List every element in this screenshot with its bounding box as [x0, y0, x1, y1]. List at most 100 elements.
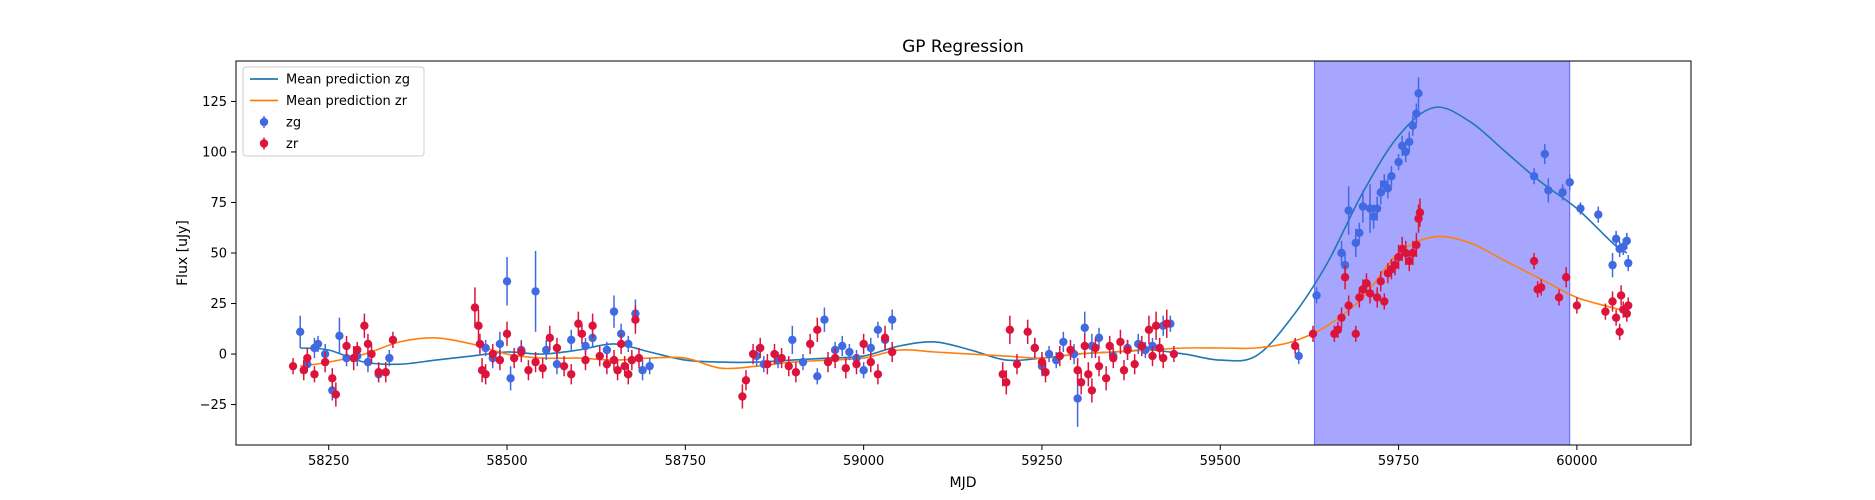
data-points-layer — [288, 77, 1633, 427]
data-point-zg — [1059, 337, 1068, 347]
data-point-zg — [838, 341, 847, 351]
data-point-zr — [363, 339, 373, 349]
legend-label: Mean prediction zr — [286, 94, 408, 109]
data-point-zg — [313, 339, 323, 349]
legend-marker-swatch — [259, 117, 269, 127]
data-point-zr — [1601, 307, 1610, 316]
data-point-zg — [820, 315, 829, 324]
data-point-zg — [1576, 204, 1585, 213]
data-point-zr — [310, 370, 319, 379]
x-tick-label: 59250 — [1021, 454, 1062, 469]
data-point-zr — [502, 329, 512, 339]
data-point-zg — [552, 359, 562, 369]
data-point-zr — [481, 370, 490, 379]
data-point-zr — [524, 366, 533, 375]
data-point-zg — [866, 343, 875, 353]
data-point-zg — [1094, 333, 1104, 343]
data-point-zr — [791, 368, 801, 377]
x-axis-label: MJD — [950, 475, 977, 491]
data-point-zg — [1355, 228, 1364, 237]
data-point-zr — [474, 321, 483, 330]
data-point-zg — [567, 335, 576, 345]
y-tick-label: −25 — [200, 398, 227, 413]
data-point-zr — [770, 349, 779, 359]
data-point-zr — [1155, 343, 1164, 353]
data-point-zg — [542, 345, 551, 355]
data-point-zg — [363, 357, 373, 367]
data-point-zg — [495, 339, 505, 349]
data-point-zr — [531, 357, 540, 367]
data-point-zr — [1005, 325, 1015, 334]
data-point-zr — [595, 351, 604, 361]
x-axis: 58250 58500 58750 59000 59250 59500 59750 60000 — [308, 445, 1598, 469]
data-point-zr — [1012, 359, 1022, 369]
data-point-zr — [1355, 293, 1364, 302]
y-tick-label: 50 — [210, 247, 227, 262]
data-point-zr — [1002, 378, 1011, 387]
data-point-zr — [360, 321, 369, 330]
legend-marker-swatch — [259, 139, 269, 148]
data-point-zr — [1362, 279, 1371, 288]
data-point-zr — [738, 392, 747, 401]
data-point-zr — [1344, 301, 1353, 310]
data-point-zg — [1312, 291, 1321, 300]
data-point-zg — [1544, 186, 1553, 195]
data-point-zr — [841, 364, 851, 373]
legend-label: zr — [286, 137, 299, 152]
data-point-zr — [830, 353, 840, 363]
data-point-zr — [1023, 327, 1032, 337]
data-point-zg — [1394, 157, 1403, 167]
data-point-zr — [1109, 353, 1118, 363]
data-point-zr — [342, 341, 351, 351]
data-point-zr — [859, 339, 868, 349]
data-point-zg — [295, 327, 305, 337]
data-point-zr — [1091, 343, 1100, 353]
data-point-zr — [1162, 319, 1171, 328]
data-point-zg — [1414, 89, 1423, 98]
data-point-zr — [574, 319, 583, 328]
data-point-zg — [502, 277, 512, 286]
data-point-zr — [1037, 357, 1047, 367]
data-point-zg — [335, 331, 344, 341]
data-point-zr — [1365, 289, 1375, 298]
data-point-zr — [1380, 297, 1389, 306]
chart-title: GP Regression — [902, 37, 1024, 57]
y-tick-label: 75 — [210, 196, 227, 211]
y-tick-label: 100 — [202, 145, 227, 160]
data-point-zr — [331, 390, 341, 399]
x-tick-label: 59000 — [843, 454, 884, 469]
y-axis: −25 0 25 50 75 100 125 — [200, 95, 236, 413]
data-point-zr — [1572, 301, 1582, 310]
data-point-zr — [624, 370, 633, 379]
data-point-zg — [1619, 242, 1628, 252]
data-point-zg — [798, 357, 808, 367]
data-point-zg — [1044, 349, 1054, 359]
data-point-zr — [577, 329, 587, 339]
data-point-zr — [538, 364, 547, 373]
y-tick-label: 125 — [202, 95, 227, 110]
data-point-zr — [748, 349, 758, 359]
data-point-zr — [1351, 329, 1360, 339]
data-point-zr — [559, 361, 569, 371]
x-tick-label: 59500 — [1200, 454, 1241, 469]
data-point-zr — [349, 353, 358, 363]
data-point-zr — [1376, 277, 1385, 286]
data-point-zg — [887, 315, 897, 324]
data-point-zr — [609, 355, 619, 365]
data-point-zr — [488, 349, 497, 359]
y-axis-label: Flux [uJy] — [175, 220, 191, 286]
data-point-zr — [1615, 327, 1624, 337]
data-point-zr — [823, 357, 833, 367]
data-point-zr — [1408, 248, 1418, 258]
data-point-zr — [866, 357, 875, 367]
data-point-zr — [581, 355, 590, 365]
data-point-zr — [381, 368, 390, 377]
data-point-zg — [813, 372, 822, 381]
data-point-zr — [873, 370, 883, 379]
data-point-zr — [388, 335, 398, 345]
data-point-zr — [353, 345, 362, 355]
legend-box — [242, 66, 425, 157]
plot-area — [235, 60, 1692, 446]
data-point-zr — [470, 303, 480, 312]
